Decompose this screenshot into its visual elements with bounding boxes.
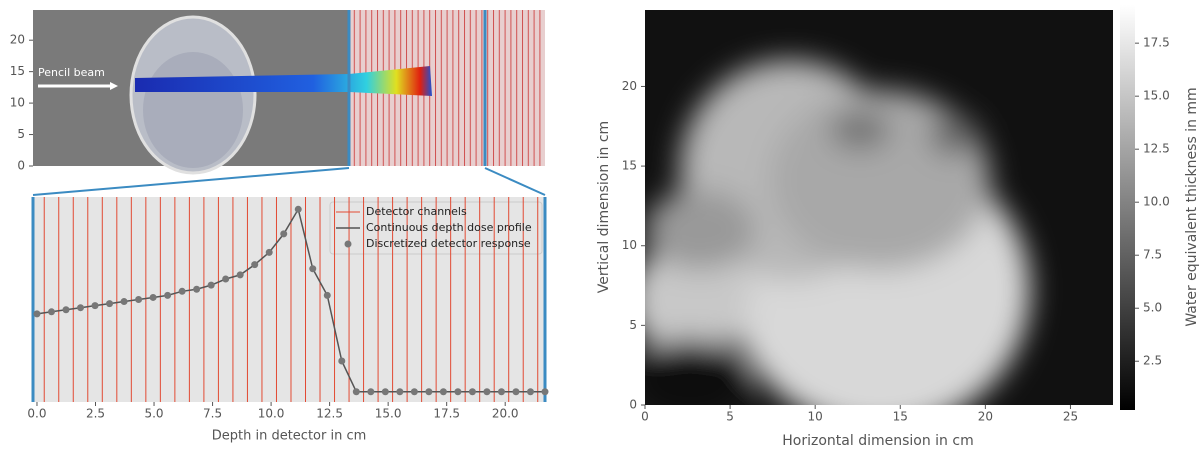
detector-response-point [294,205,302,213]
ct-image [33,10,545,175]
y-tick-label: 20 [10,33,25,47]
detector-response-point [512,388,520,396]
detector-response-point [338,357,346,365]
zoom-connector [484,167,546,196]
detector-response-point [33,310,41,318]
x-axis-label: Horizontal dimension in cm [782,433,973,449]
detector-response-point [77,304,85,312]
legend-label: Discretized detector response [366,237,531,250]
detector-response-point [178,287,186,295]
detector-response-point [309,265,317,273]
detector-response-point [91,302,99,310]
detector-response-point [541,388,549,396]
colorbar-tick-label: 2.5 [1143,354,1162,368]
y-tick-label: 15 [622,159,637,173]
detector-response-point [526,388,534,396]
x-tick-label: 0.0 [27,407,46,421]
colorbar-tick-label: 15.0 [1143,89,1170,103]
y-axis-label: Vertical dimension in cm [596,121,612,293]
y-tick-label: 20 [622,79,637,93]
x-tick-label: 15 [893,410,908,424]
colorbar-label: Water equivalent thickness in mm [1184,87,1200,326]
detector-response-point [410,388,418,396]
y-tick-label: 15 [10,64,25,78]
detector-response-point [468,388,476,396]
x-tick-label: 20.0 [492,407,519,421]
x-tick-label: 10 [808,410,823,424]
detector-response-point [135,296,143,303]
detector-response-point [62,306,70,314]
x-tick-label: 25 [1063,410,1078,424]
zoom-connector [32,167,350,196]
x-tick-label: 0 [641,410,649,424]
detector-response-point [352,388,360,396]
detector-response-point [367,388,375,396]
legend-label: Detector channels [366,205,467,218]
detector-response-point [236,271,244,279]
colorbar-tick-label: 12.5 [1143,142,1170,156]
y-tick-label: 5 [629,318,637,332]
detector-response-point [323,291,331,299]
detector-response-point [483,388,491,396]
detector-response-point [164,291,172,299]
y-tick-label: 0 [17,159,25,173]
detector-response-point [497,388,505,396]
detector-response-point [381,388,389,396]
detector-response-point [193,285,201,293]
y-tick-label: 5 [17,127,25,141]
x-tick-label: 12.5 [316,407,343,421]
y-tick-label: 10 [10,96,25,110]
y-tick-label: 0 [629,398,637,412]
x-tick-label: 15.0 [375,407,402,421]
detector-response-point [222,275,230,283]
y-tick-label: 10 [622,238,637,252]
detector-response-point [251,261,259,269]
x-tick-label: 7.5 [203,407,222,421]
x-tick-label: 17.5 [433,407,460,421]
detector-response-point [207,281,215,289]
legend-swatch [344,240,352,248]
heatmap-image [645,10,1113,405]
detector-response-point [454,388,462,396]
colorbar-tick-label: 17.5 [1143,36,1170,50]
x-tick-label: 5 [726,410,734,424]
annotation: Pencil beam [38,66,105,79]
colorbar-tick-label: 10.0 [1143,195,1170,209]
detector-response-point [280,230,288,238]
detector-response-point [439,388,447,396]
detector-response-point [120,298,128,306]
x-axis-label: Depth in detector in cm [212,429,367,444]
detector-response-point [425,388,433,396]
x-tick-label: 10.0 [258,407,285,421]
detector-response-point [149,293,157,301]
detector-response-point [396,388,404,396]
x-tick-label: 20 [978,410,993,424]
detector-response-point [265,248,273,256]
x-tick-label: 5.0 [144,407,163,421]
x-tick-label: 2.5 [86,407,105,421]
colorbar-tick-label: 7.5 [1143,248,1162,262]
colorbar [1120,5,1135,410]
detector-response-point [106,300,114,308]
detector-response-point [47,308,55,316]
legend-label: Continuous depth dose profile [366,221,532,234]
colorbar-tick-label: 5.0 [1143,301,1162,315]
